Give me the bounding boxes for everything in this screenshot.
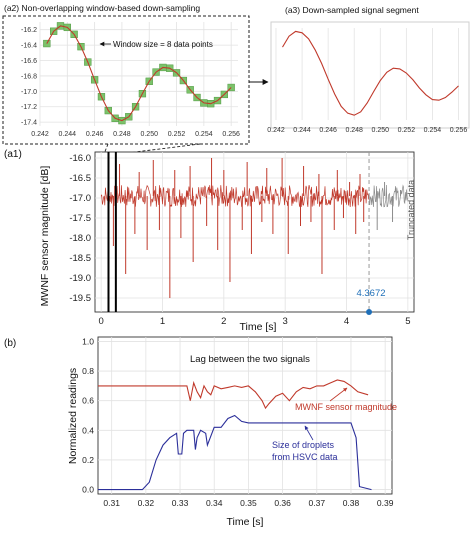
b-mwnf-line: [98, 379, 369, 410]
panel-a3-title: (a3) Down-sampled signal segment: [285, 5, 419, 15]
a3-signal-line: [282, 30, 459, 116]
b-label-mwnf: MWNF sensor magnitude: [295, 402, 397, 412]
a1-x-tick: 1: [160, 316, 165, 327]
a1-truncation-value: 4.3672: [356, 288, 385, 299]
a1-x-tick: 4: [344, 316, 349, 327]
b-xlabel: Time [s]: [227, 516, 264, 528]
b-x-tick: 0.31: [103, 498, 120, 508]
panel-b-label: (b): [4, 338, 16, 349]
b-y-tick: 0.4: [82, 425, 94, 435]
a2-y-tick: -17.2: [21, 104, 37, 111]
b-x-tick: 0.34: [206, 498, 223, 508]
a1-signal-line: [100, 184, 369, 208]
b-label-hsvc-line1: Size of droplets: [272, 440, 335, 450]
b-label-hsvc-line2: from HSVC data: [272, 452, 338, 462]
b-hsvc-line: [98, 414, 372, 491]
b-x-tick: 0.32: [138, 498, 155, 508]
b-y-tick: 1.0: [82, 336, 94, 346]
a3-x-tick: 0.248: [345, 127, 363, 134]
b-x-tick: 0.33: [172, 498, 189, 508]
a2-dashed-frame: [2, 15, 250, 145]
b-x-tick: 0.38: [343, 498, 360, 508]
a1-plot: 0 1 2 3 4 5 -16.0 -16.5 -17.0 -17.5 -18.0 -18.5 -19.…: [69, 151, 415, 327]
a2-plot: 0.242 0.244 0.246 0.248 0.250 0.252 0.254 0.256…: [21, 22, 240, 138]
a2-x-tick: 0.256: [222, 131, 240, 138]
a1-y-tick: -16.0: [69, 153, 91, 164]
a1-y-tick: -19.5: [69, 293, 91, 304]
b-arrow-hsvc: [304, 425, 314, 441]
a2-window-annotation: Window size = 8 data points: [113, 40, 213, 49]
a3-frame: [270, 21, 470, 129]
b-plot-frame: [97, 336, 393, 495]
a1-y-tick: -19.0: [69, 273, 91, 284]
b-x-tick: 0.39: [377, 498, 394, 508]
a1-x-tick: 3: [283, 316, 288, 327]
a1-x-tick: 5: [405, 316, 410, 327]
b-plot: 0.31 0.32 0.33 0.34 0.35 0.36 0.37 0.38 0.39 0.0 0…: [82, 336, 394, 508]
a1-truncated-line: [368, 184, 409, 208]
a2-y-tick: -16.2: [21, 27, 37, 34]
a2-x-tick: 0.242: [31, 131, 49, 138]
a2-y-tick: -16.6: [21, 58, 37, 65]
a1-truncation-marker: [366, 309, 373, 315]
a1-y-tick: -17.0: [69, 193, 91, 204]
a2-x-tick: 0.246: [86, 131, 104, 138]
a3-x-tick: 0.246: [319, 127, 337, 134]
panel-a2-title: (a2) Non-overlapping window-based down-s…: [4, 3, 200, 13]
a2-x-tick: 0.252: [168, 131, 186, 138]
zoom-connector-right: [118, 143, 201, 155]
a1-y-tick: -17.5: [69, 213, 91, 224]
a2-x-tick: 0.244: [59, 131, 77, 138]
zoom-connector-left: [103, 143, 109, 155]
a3-x-tick: 0.256: [450, 127, 468, 134]
a3-x-tick: 0.242: [267, 127, 285, 134]
a3-plot: 0.242 0.244 0.246 0.248 0.250 0.252 0.254 0.256: [267, 28, 467, 134]
b-y-tick: 0.8: [82, 366, 94, 376]
a2-x-tick: 0.250: [140, 131, 158, 138]
a1-x-tick: 0: [98, 316, 103, 327]
a1-x-tick: 2: [221, 316, 226, 327]
a2-y-tick: -17.0: [21, 89, 37, 96]
a1-y-tick: -18.5: [69, 253, 91, 264]
a1-truncated-label: Truncated data: [406, 180, 416, 240]
a2-y-tick: -16.4: [21, 43, 37, 50]
a1-ylabel: MWNF sensor magnitude [dB]: [39, 166, 51, 307]
a3-x-tick: 0.252: [398, 127, 416, 134]
a3-x-tick: 0.244: [293, 127, 311, 134]
a3-x-tick: 0.250: [372, 127, 390, 134]
a2-x-tick: 0.254: [195, 131, 213, 138]
panel-a1-label: (a1): [4, 149, 22, 160]
b-ylabel: Normalized readings: [67, 368, 79, 464]
a1-xlabel: Time [s]: [240, 321, 277, 333]
a2-y-tick: -17.4: [21, 120, 37, 127]
b-x-tick: 0.35: [240, 498, 257, 508]
b-lag-annotation: Lag between the two signals: [190, 354, 310, 365]
b-y-tick: 0.2: [82, 455, 94, 465]
a1-y-tick: -16.5: [69, 173, 91, 184]
a1-y-tick: -18.0: [69, 233, 91, 244]
b-y-tick: 0.0: [82, 485, 94, 495]
b-arrow-mwnf: [329, 387, 348, 402]
a1-plot-frame: [94, 151, 415, 313]
a2-x-tick: 0.248: [113, 131, 131, 138]
b-x-tick: 0.36: [274, 498, 291, 508]
a2-signal-line: [46, 25, 232, 122]
a2-y-tick: -16.8: [21, 73, 37, 80]
a3-x-tick: 0.254: [424, 127, 442, 134]
b-y-tick: 0.6: [82, 396, 94, 406]
b-x-tick: 0.37: [309, 498, 326, 508]
